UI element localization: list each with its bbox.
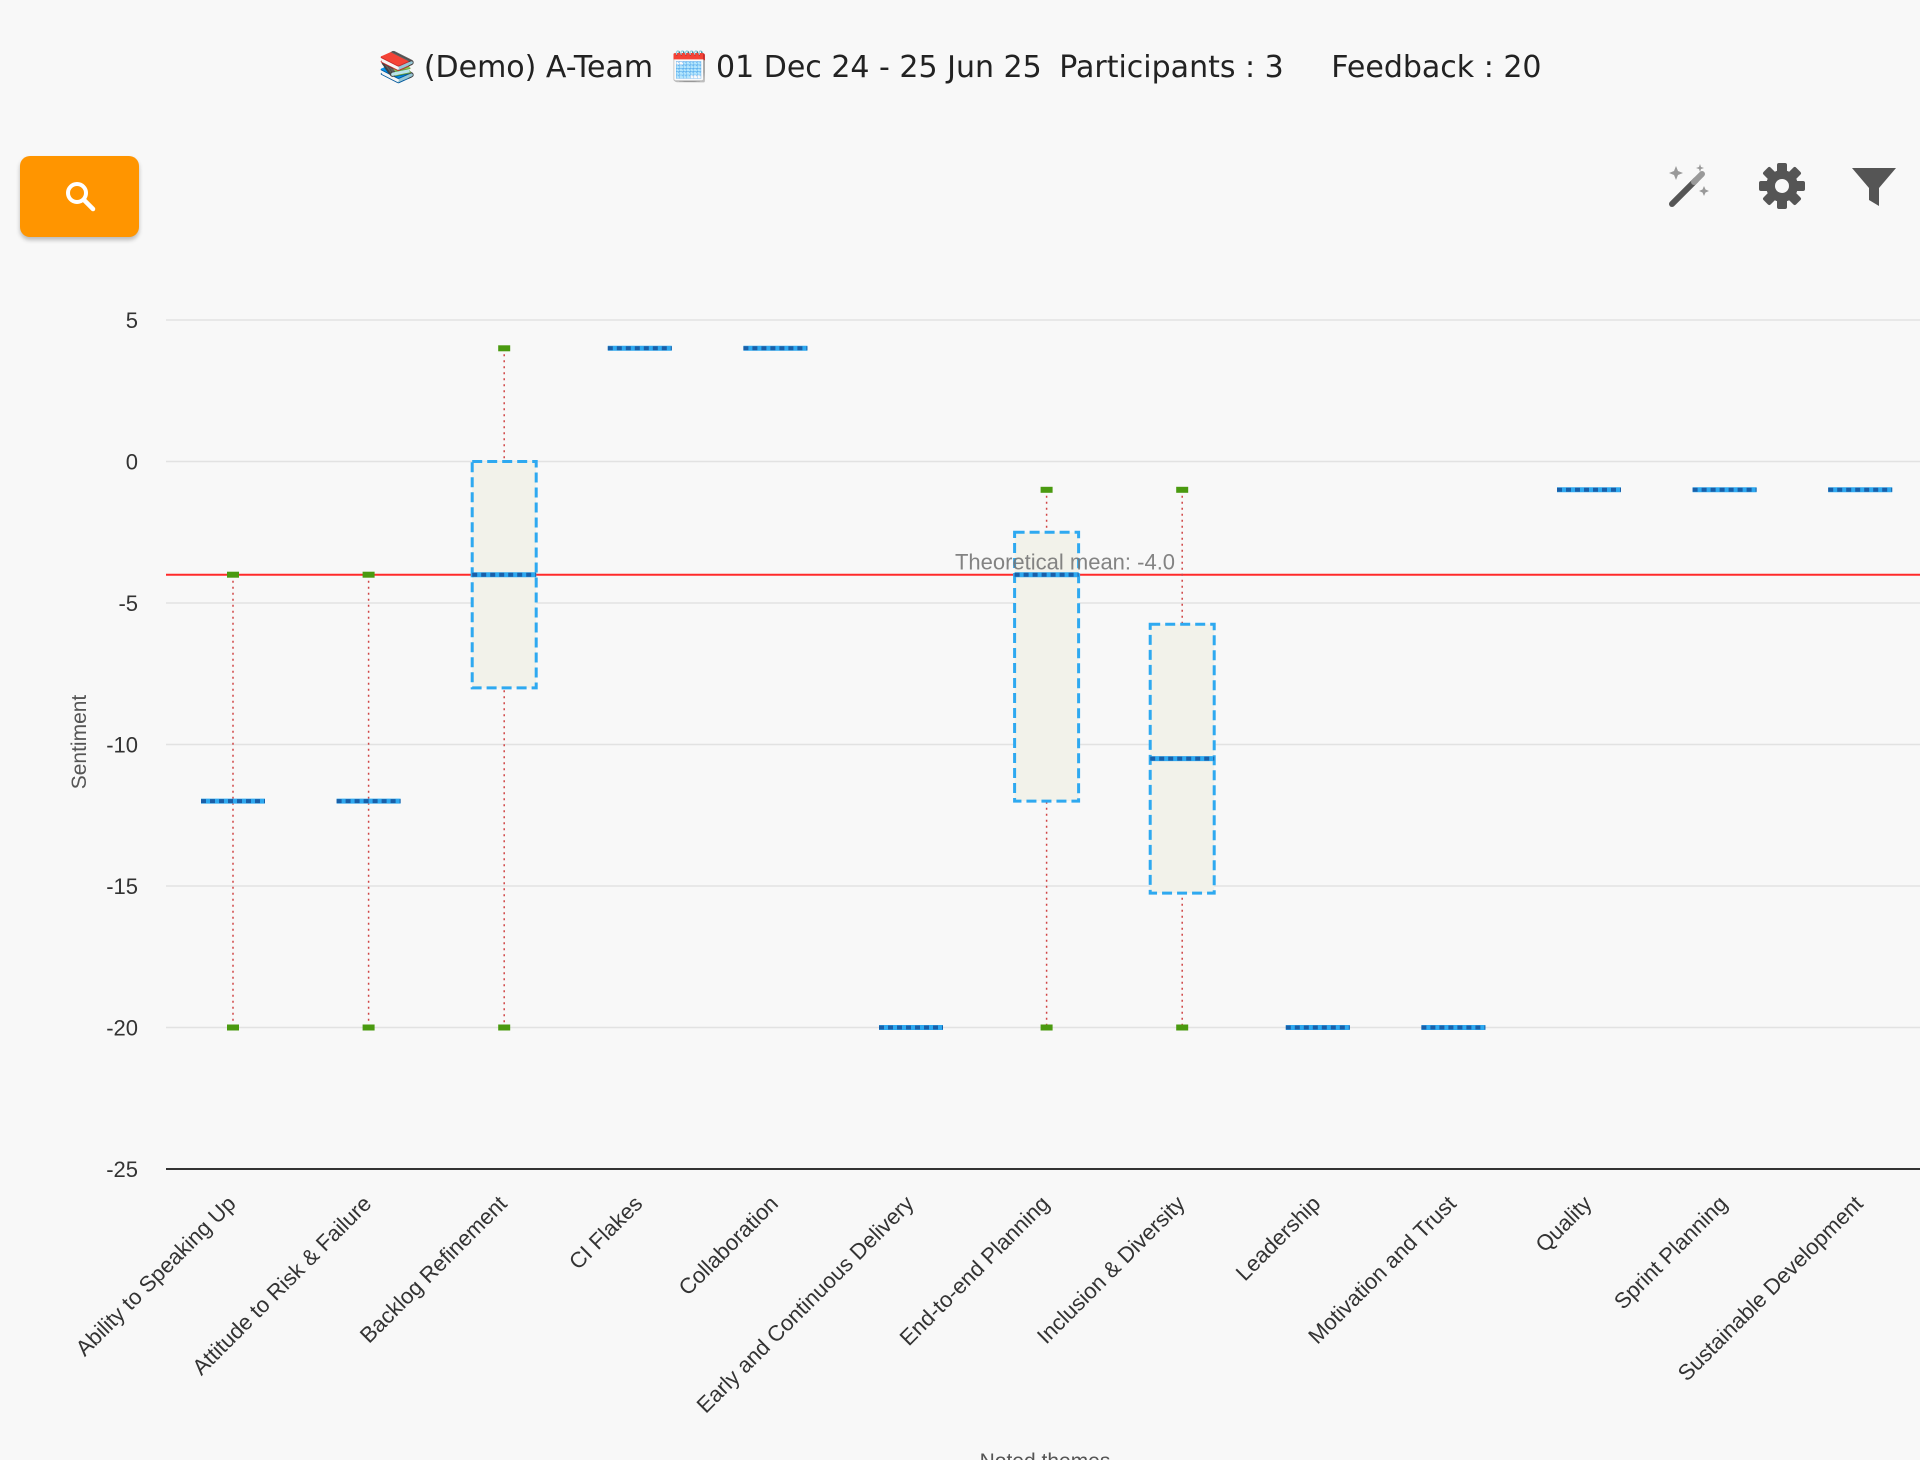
y-tick-label: -25 xyxy=(106,1157,138,1182)
x-tick-label: Motivation and Trust xyxy=(1303,1191,1461,1349)
theoretical-mean-label: Theoretical mean: -4.0 xyxy=(955,550,1175,575)
y-tick-label: -5 xyxy=(118,591,138,616)
calendar-icon: 🗓️ xyxy=(670,50,709,85)
whisker-min-cap xyxy=(1176,1024,1189,1031)
y-tick-label: 0 xyxy=(126,450,138,475)
whisker-max-cap xyxy=(227,571,239,578)
search-icon xyxy=(66,182,96,212)
x-tick-label: CI Flakes xyxy=(564,1191,647,1274)
gear-icon[interactable] xyxy=(1758,162,1806,210)
whisker-max-cap xyxy=(1040,486,1053,493)
filter-icon[interactable] xyxy=(1850,162,1898,210)
whisker-max-cap xyxy=(498,345,511,352)
x-tick-label: Backlog Refinement xyxy=(355,1191,512,1348)
x-tick-label: Sprint Planning xyxy=(1609,1191,1732,1314)
x-tick-label: Early and Continuous Delivery xyxy=(692,1191,919,1418)
whisker-max-cap xyxy=(362,571,375,578)
y-tick-label: -20 xyxy=(106,1016,138,1041)
date-range: 01 Dec 24 - 25 Jun 25 xyxy=(716,50,1042,85)
report-header: 📚 (Demo) A-Team 🗓️ 01 Dec 24 - 25 Jun 25 P… xyxy=(0,50,1920,85)
magic-wand-icon[interactable] xyxy=(1664,162,1712,210)
y-tick-label: 5 xyxy=(126,308,138,333)
feedback-count: Feedback : 20 xyxy=(1331,50,1542,85)
participants-count: Participants : 3 xyxy=(1059,50,1284,85)
x-tick-label: Leadership xyxy=(1231,1191,1326,1286)
whisker-min-cap xyxy=(498,1024,511,1031)
search-button[interactable] xyxy=(20,156,139,237)
whisker-max-cap xyxy=(1176,486,1189,493)
x-axis-title: Noted themes xyxy=(980,1450,1111,1460)
whisker-min-cap xyxy=(1040,1024,1053,1031)
x-tick-label: End-to-end Planning xyxy=(895,1191,1055,1351)
x-tick-label: Quality xyxy=(1530,1191,1596,1257)
x-tick-label: Collaboration xyxy=(674,1191,783,1300)
x-tick-label: Inclusion & Diversity xyxy=(1032,1191,1190,1349)
y-axis-title: Sentiment xyxy=(68,695,91,790)
whisker-min-cap xyxy=(362,1024,375,1031)
team-name: (Demo) A-Team xyxy=(423,50,654,85)
y-tick-label: -15 xyxy=(106,874,138,899)
books-icon: 📚 xyxy=(378,50,416,85)
whisker-min-cap xyxy=(227,1024,239,1031)
y-tick-label: -10 xyxy=(106,733,138,758)
